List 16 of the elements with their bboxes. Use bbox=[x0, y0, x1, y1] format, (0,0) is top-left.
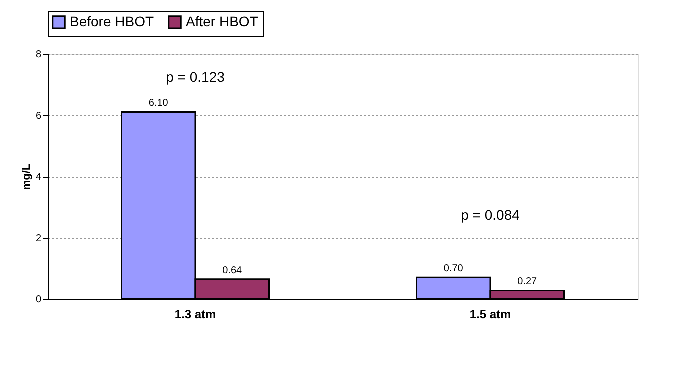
annotation: p = 0.084 bbox=[461, 207, 520, 223]
y-axis-title: mg/L bbox=[20, 164, 33, 190]
data-label: 0.27 bbox=[518, 276, 538, 288]
x-tick-label: 1.3 atm bbox=[174, 308, 216, 322]
y-tick-label: 2 bbox=[36, 233, 42, 244]
y-tick-label: 4 bbox=[36, 172, 42, 183]
data-label: 6.10 bbox=[148, 98, 169, 110]
annotation: p = 0.123 bbox=[166, 69, 226, 85]
data-label: 0.70 bbox=[444, 264, 464, 275]
y-tick-label: 8 bbox=[36, 50, 42, 60]
legend-label: Before HBOT bbox=[70, 13, 154, 30]
data-label: 0.64 bbox=[222, 265, 243, 276]
y-tick-label: 6 bbox=[36, 110, 42, 122]
legend-label: After HBOT bbox=[186, 13, 259, 30]
y-tick-label: 0 bbox=[36, 294, 42, 306]
x-tick-label: 1.5 atm bbox=[470, 308, 512, 322]
